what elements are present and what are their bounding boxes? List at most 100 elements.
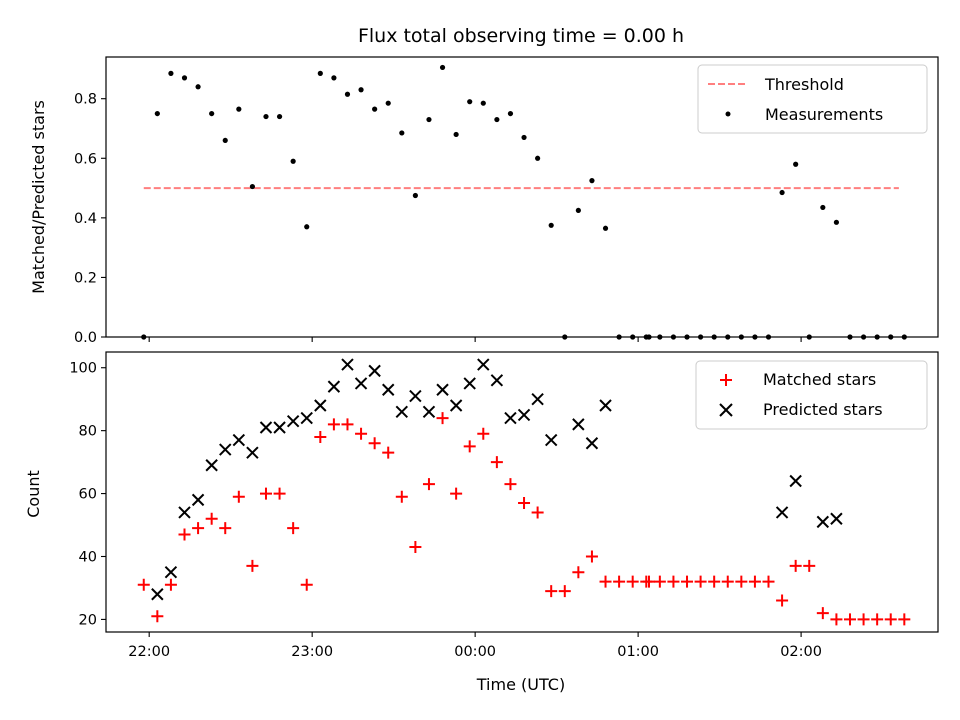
predicted-stars-point [463,377,476,390]
measurements-point [589,178,595,184]
measurements-point [453,131,459,138]
matched-stars-point [642,575,655,588]
matched-stars-point [246,559,259,572]
matched-stars-point [748,575,761,588]
predicted-stars-point [368,364,381,378]
matched-stars-point [681,575,694,588]
matched-stars-point [708,575,721,588]
matched-stars-point [558,585,571,598]
predicted-stars-point [409,389,422,403]
ratio-panel: Flux total observing time = 0.00 h Match… [29,25,939,346]
predicted-stars-point [354,377,368,390]
matched-stars-point [192,522,205,535]
predicted-stars-point [477,358,490,371]
measurements-point [385,100,391,106]
measurements-point [467,99,473,105]
predicted-stars-point [232,433,246,447]
matched-stars-point [436,412,449,425]
matched-stars-point [151,610,164,623]
ratio-y-tick-label: 0.8 [74,92,97,108]
measurements-point [779,189,785,196]
predicted-stars-point [219,443,232,456]
measurements-point [236,106,242,112]
ratio-y-tick-label: 0.6 [74,151,97,167]
measurements-point [181,75,188,81]
measurements-point [575,207,581,214]
matched-stars-point [545,585,558,598]
predicted-stars-point [300,411,313,425]
predicted-stars-point [382,383,395,396]
count-y-tick-label: 100 [69,361,97,377]
matched-stars-point [259,487,272,500]
predicted-stars-point [830,512,843,525]
measurements-point [168,70,174,76]
legend-measurements-label: Measurements [765,105,883,124]
matched-stars-point [355,427,368,440]
ratio-legend: Threshold Measurements [697,64,928,134]
predicted-stars-point [775,506,789,519]
matched-stars-point [531,506,544,519]
matched-stars-point [300,578,313,591]
matched-stars-point [884,613,897,626]
count-legend: Matched stars Predicted stars [695,360,928,430]
predicted-stars-point [531,392,544,406]
measurements-point [222,137,228,144]
ratio-legend-box [697,64,928,134]
matched-stars-point [205,512,218,525]
matched-stars-point [599,575,612,588]
matched-stars-point [898,613,911,626]
count-x-tick-label: 01:00 [617,644,659,660]
predicted-stars-point [164,566,178,579]
matched-stars-point [490,456,503,469]
chart-title: Flux total observing time = 0.00 h [358,25,684,47]
measurements-point [358,87,364,93]
count-x-tick-label: 22:00 [128,644,170,660]
legend-measurements-swatch [725,111,731,117]
measurements-point [521,134,527,141]
predicted-stars-point [504,411,517,425]
predicted-stars-point [599,399,612,412]
matched-stars-point [667,575,680,588]
count-y-tick-label: 40 [79,549,97,565]
matched-stars-point [382,446,395,459]
matched-stars-point [857,613,870,626]
x-axis-label: Time (UTC) [476,675,565,694]
matched-stars-point [463,440,476,453]
matched-stars-point [816,607,829,620]
legend-matched-swatch [720,374,732,386]
matched-stars-point [477,427,490,440]
measurements-point [494,116,500,123]
measurements-point [833,219,840,225]
predicted-stars-point [789,474,802,488]
predicted-stars-point [436,383,449,396]
count-x-tick-label: 00:00 [454,644,496,660]
matched-stars-point [450,487,463,500]
predicted-stars-point [259,421,273,434]
matched-stars-point [273,487,286,500]
matched-stars-point [178,528,191,541]
matched-stars-point [219,522,232,535]
matched-stars-point [626,575,639,588]
legend-threshold-label: Threshold [764,75,844,94]
measurements-point [793,161,799,167]
predicted-stars-point [151,588,164,601]
measurements-point [439,64,446,71]
predicted-stars-point [314,399,327,412]
matched-stars-point [585,550,598,563]
y-axis-label-count: Count [24,470,43,518]
count-y-tick-label: 80 [79,424,97,440]
predicted-stars-point [327,380,341,393]
matched-stars-point [803,559,816,572]
count-x-tick-label: 23:00 [291,644,333,660]
matched-stars-point [721,575,734,588]
ratio-axes-frame [105,56,939,338]
matched-stars-point [789,559,802,572]
count-y-tick-label: 20 [79,612,97,628]
predicted-stars-point [572,418,585,431]
measurements-point [290,158,296,164]
measurements-point [344,91,351,97]
predicted-stars-point [191,493,205,507]
measurements-point [195,84,201,90]
matched-stars-point [314,430,327,443]
